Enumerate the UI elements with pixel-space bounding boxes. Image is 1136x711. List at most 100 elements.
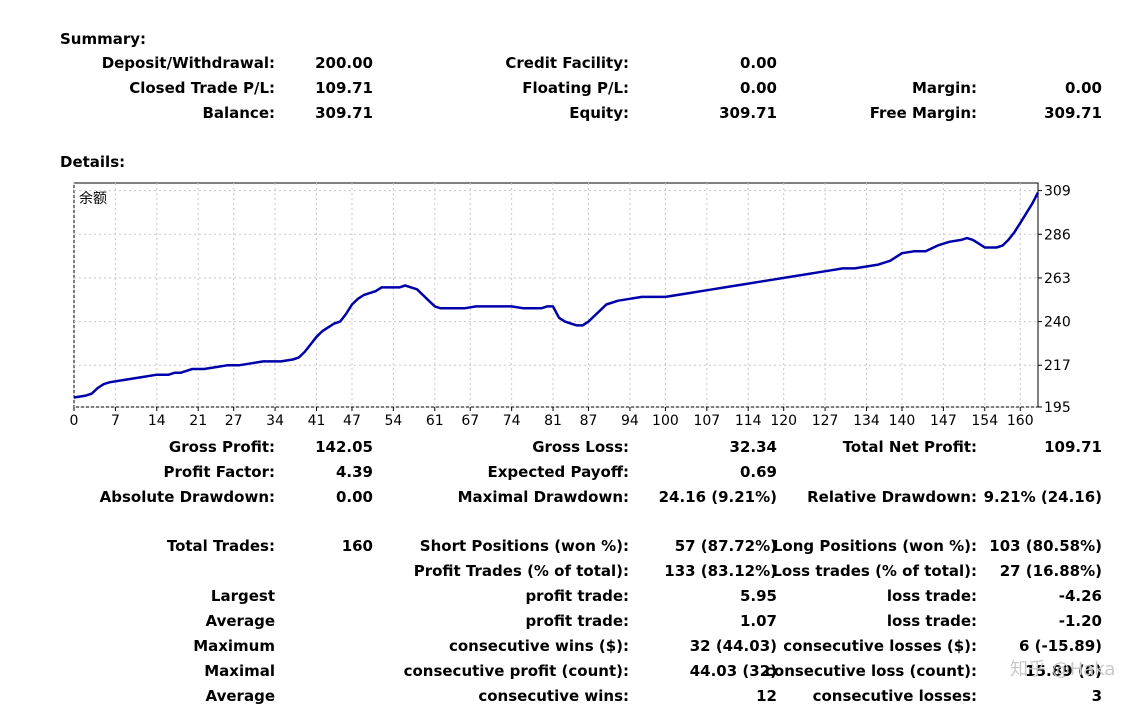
x-tick-label: 14 (148, 413, 166, 429)
margin-label: Margin: (911, 79, 977, 97)
average-loss-label: loss trade: (886, 612, 977, 630)
floating-pl-label: Floating P/L: (522, 79, 629, 97)
absolute-drawdown-label: Absolute Drawdown: (99, 488, 275, 506)
y-axis-ticks: 195 217 240 263 286 309 (1038, 184, 1071, 416)
max-cons-losses-label: consecutive losses ($): (783, 637, 977, 655)
expected-payoff-label: Expected Payoff: (487, 463, 629, 481)
x-tick-label: 47 (343, 413, 361, 429)
gross-profit-value: 142.05 (315, 438, 373, 456)
loss-trades-label: Loss trades (% of total): (772, 562, 977, 580)
total-trades-label: Total Trades: (166, 537, 275, 555)
x-tick-label: 41 (308, 413, 326, 429)
credit-value: 0.00 (739, 54, 777, 72)
max-cons-wins-value: 32 (44.03) (689, 637, 777, 655)
largest-profit-label: profit trade: (525, 587, 629, 605)
average-profit-value: 1.07 (739, 612, 777, 630)
largest-profit-value: 5.95 (739, 587, 777, 605)
profit-trades-label: Profit Trades (% of total): (413, 562, 629, 580)
long-positions-label: Long Positions (won %): (772, 537, 977, 555)
largest-loss-label: loss trade: (886, 587, 977, 605)
x-tick-label: 7 (111, 413, 120, 429)
margin-value: 0.00 (1064, 79, 1102, 97)
short-positions-label: Short Positions (won %): (419, 537, 629, 555)
maximal-cons-profit-value: 44.03 (32) (689, 662, 777, 680)
gross-loss-label: Gross Loss: (532, 438, 629, 456)
x-tick-label: 0 (70, 413, 79, 429)
x-tick-label: 61 (426, 413, 444, 429)
total-net-profit-label: Total Net Profit: (842, 438, 977, 456)
y-tick-label: 240 (1044, 315, 1071, 331)
closed-pl-value: 109.71 (315, 79, 373, 97)
average2-label: Average (205, 687, 275, 705)
avg-cons-wins-label: consecutive wins: (478, 687, 629, 705)
maximal-cons-loss-label: consecutive loss (count): (765, 662, 977, 680)
loss-trades-value: 27 (16.88%) (999, 562, 1102, 580)
expected-payoff-value: 0.69 (739, 463, 777, 481)
x-tick-label: 114 (735, 413, 762, 429)
deposit-value: 200.00 (315, 54, 373, 72)
maximal-drawdown-value: 24.16 (9.21%) (658, 488, 777, 506)
x-axis-ticks: 0 7 14 21 27 34 41 47 54 61 67 74 81 87 94 100 107 114 120… (70, 407, 1034, 429)
x-tick-label: 127 (812, 413, 839, 429)
x-tick-label: 27 (225, 413, 243, 429)
average-profit-label: profit trade: (525, 612, 629, 630)
x-tick-label: 34 (266, 413, 284, 429)
balance-label: Balance: (202, 104, 275, 122)
y-tick-label: 309 (1044, 184, 1071, 200)
free-margin-value: 309.71 (1044, 104, 1102, 122)
x-tick-label: 100 (652, 413, 679, 429)
closed-pl-label: Closed Trade P/L: (129, 79, 275, 97)
credit-label: Credit Facility: (505, 54, 629, 72)
x-tick-label: 94 (621, 413, 639, 429)
profit-factor-label: Profit Factor: (163, 463, 275, 481)
maximum-label: Maximum (193, 637, 275, 655)
x-tick-label: 154 (971, 413, 998, 429)
relative-drawdown-label: Relative Drawdown: (807, 488, 977, 506)
maximal-drawdown-label: Maximal Drawdown: (457, 488, 629, 506)
x-tick-label: 134 (853, 413, 880, 429)
free-margin-label: Free Margin: (869, 104, 977, 122)
balance-chart: 195 217 240 263 286 309 0 7 14 21 27 34 41 47 54 61 67 7… (70, 182, 1071, 429)
x-tick-label: 74 (503, 413, 521, 429)
equity-value: 309.71 (719, 104, 777, 122)
profit-factor-value: 4.39 (335, 463, 373, 481)
equity-label: Equity: (569, 104, 629, 122)
largest-label: Largest (210, 587, 275, 605)
total-net-profit-value: 109.71 (1044, 438, 1102, 456)
summary-title: Summary: (60, 30, 147, 48)
y-tick-label: 195 (1044, 400, 1071, 416)
balance-line (73, 191, 1040, 399)
maximal-label: Maximal (204, 662, 275, 680)
x-tick-label: 81 (544, 413, 562, 429)
floating-pl-value: 0.00 (739, 79, 777, 97)
long-positions-value: 103 (80.58%) (989, 537, 1102, 555)
x-tick-label: 140 (889, 413, 916, 429)
x-tick-label: 87 (580, 413, 598, 429)
average-loss-value: -1.20 (1058, 612, 1102, 630)
watermark: 知乎 @Haka (1010, 659, 1116, 680)
x-tick-label: 54 (384, 413, 402, 429)
total-trades-value: 160 (341, 537, 373, 555)
gross-loss-value: 32.34 (729, 438, 777, 456)
maximal-cons-loss-value: 15.89 (6) (1025, 662, 1102, 680)
y-tick-label: 217 (1044, 358, 1071, 374)
chart-grid (73, 183, 1038, 408)
x-tick-label: 107 (693, 413, 720, 429)
gross-profit-label: Gross Profit: (168, 438, 275, 456)
max-cons-wins-label: consecutive wins ($): (448, 637, 629, 655)
deposit-label: Deposit/Withdrawal: (101, 54, 275, 72)
relative-drawdown-value: 9.21% (24.16) (983, 488, 1102, 506)
x-tick-label: 160 (1007, 413, 1034, 429)
plot-area (73, 182, 1039, 408)
largest-loss-value: -4.26 (1058, 587, 1102, 605)
short-positions-value: 57 (87.72%) (674, 537, 777, 555)
x-tick-label: 21 (189, 413, 207, 429)
average-label: Average (205, 612, 275, 630)
x-tick-label: 67 (461, 413, 479, 429)
y-tick-label: 286 (1044, 227, 1071, 243)
profit-trades-value: 133 (83.12%) (664, 562, 777, 580)
y-tick-label: 263 (1044, 271, 1071, 287)
avg-cons-losses-label: consecutive losses: (812, 687, 977, 705)
avg-cons-wins-value: 12 (756, 687, 777, 705)
absolute-drawdown-value: 0.00 (335, 488, 373, 506)
